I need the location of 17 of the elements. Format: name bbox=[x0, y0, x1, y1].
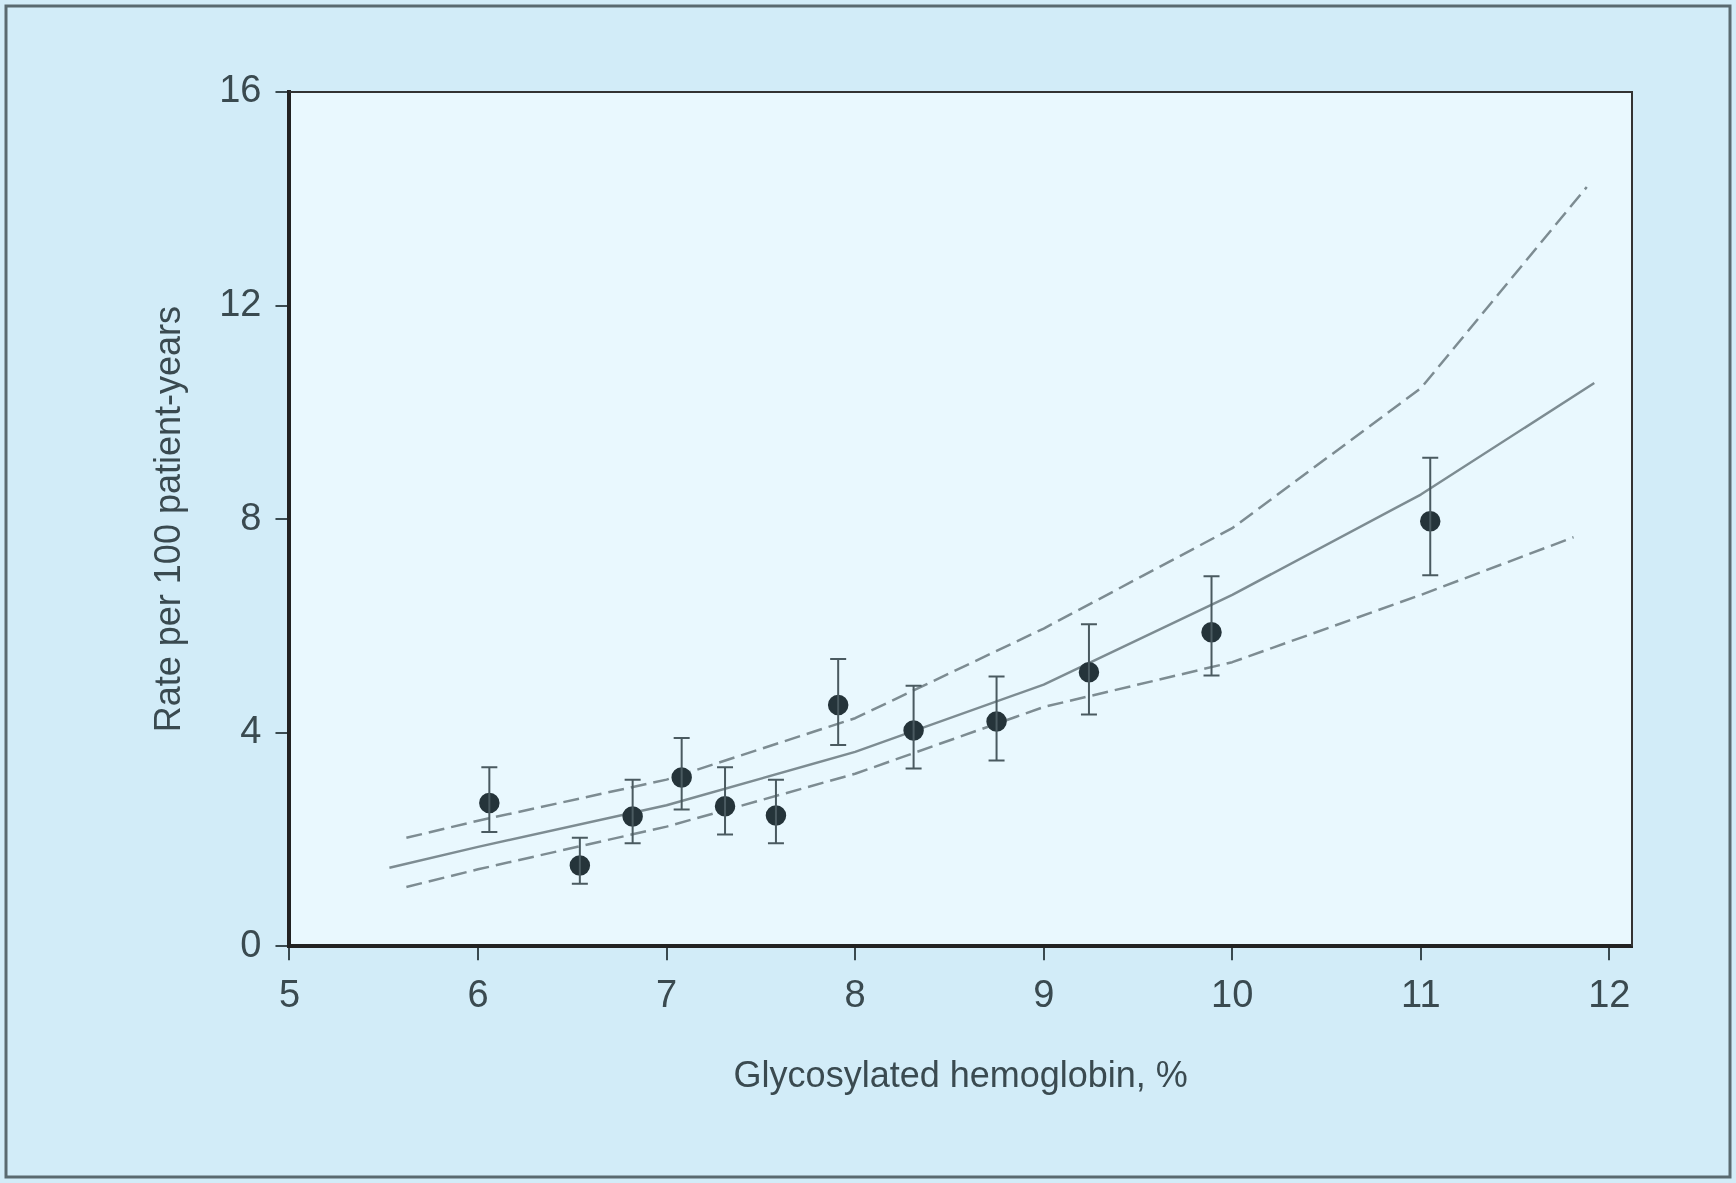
line-series bbox=[405, 536, 1575, 889]
y-tick-label: 4 bbox=[240, 709, 262, 752]
x-tick-label: 6 bbox=[467, 973, 489, 1016]
y-tick-label: 16 bbox=[219, 68, 262, 111]
line-series bbox=[405, 185, 1588, 840]
x-tick-label: 10 bbox=[1211, 973, 1254, 1016]
y-tick-label: 8 bbox=[240, 495, 262, 538]
x-tick-label: 12 bbox=[1588, 973, 1631, 1016]
x-tick-label: 8 bbox=[844, 973, 866, 1016]
x-tick-label: 5 bbox=[278, 973, 301, 1016]
x-tick-label: 9 bbox=[1033, 973, 1055, 1016]
y-tick-label: 0 bbox=[240, 922, 262, 965]
x-tick-label: 11 bbox=[1401, 973, 1441, 1016]
x-axis-title: Glycosylated hemoglobin, % bbox=[733, 1054, 1188, 1096]
y-axis-title: Rate per 100 patient-years bbox=[146, 305, 188, 733]
x-tick-label: 7 bbox=[656, 973, 678, 1016]
y-tick-label: 12 bbox=[219, 282, 262, 325]
